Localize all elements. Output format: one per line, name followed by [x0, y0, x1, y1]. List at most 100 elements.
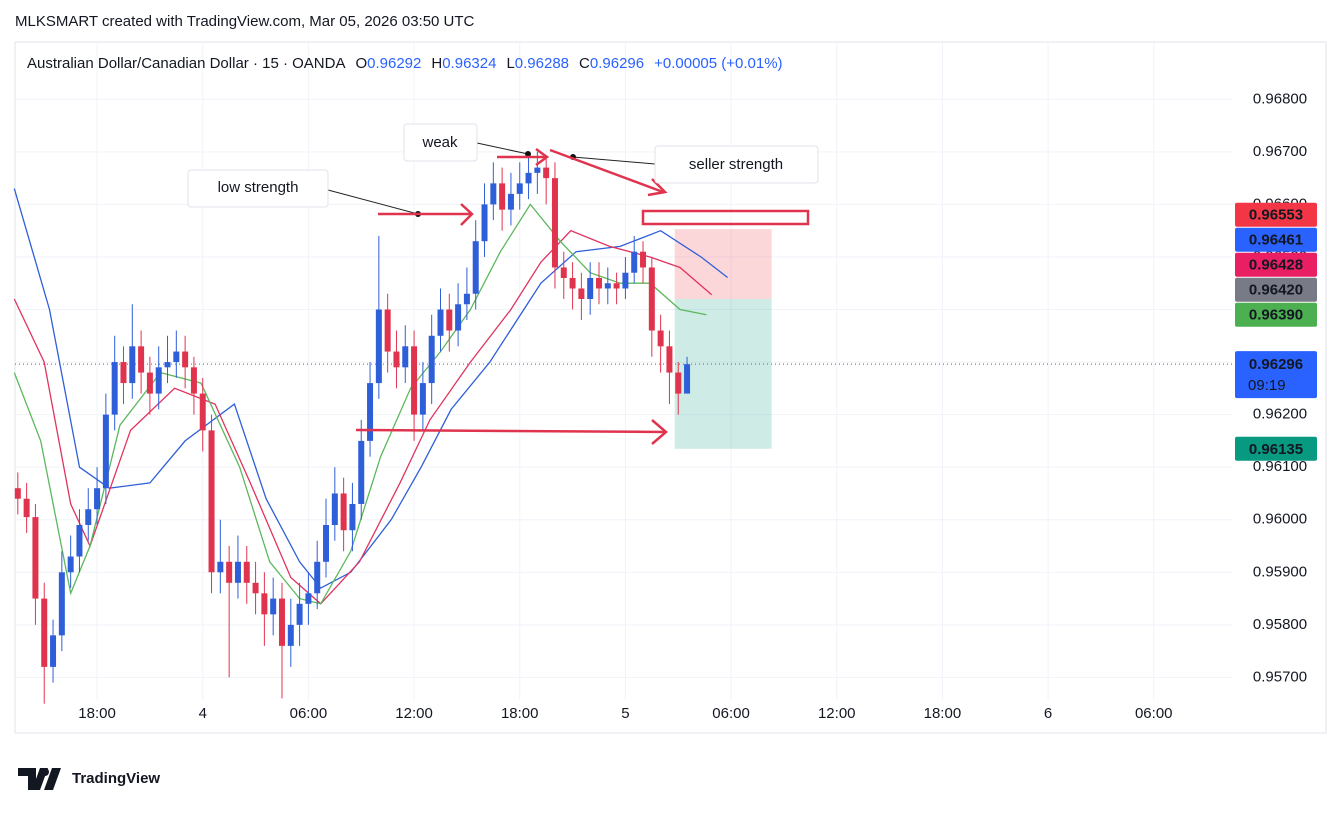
candle-body [111, 362, 118, 415]
candle-body [287, 624, 294, 646]
candle-body [551, 178, 558, 268]
candle-body [164, 362, 171, 368]
countdown: 09:19 [1248, 377, 1286, 394]
stop-zone [674, 229, 772, 299]
candle-body [402, 346, 409, 368]
candle-body [367, 383, 374, 441]
candle-body [393, 351, 400, 368]
candle-body [455, 304, 462, 331]
candle-body [463, 293, 470, 305]
last-price-label: 0.96296 [1249, 356, 1303, 373]
ma-line [13, 188, 728, 589]
candle-body [516, 183, 523, 194]
ohlc-value: 0.96292 [367, 55, 421, 72]
candle-body [67, 556, 74, 573]
candle-body [525, 172, 532, 184]
price-label: 0.96390 [1249, 307, 1303, 324]
x-tick-label: 18:00 [924, 705, 962, 722]
x-tick-label: 4 [199, 705, 207, 722]
x-tick-label: 12:00 [818, 705, 856, 722]
x-tick-label: 06:00 [1135, 705, 1173, 722]
candle-body [490, 183, 497, 205]
candle-body [437, 309, 444, 336]
price-label: 0.96428 [1249, 257, 1303, 274]
ohlc-label: C [579, 55, 590, 72]
candle-body [419, 383, 426, 415]
candle-body [560, 267, 567, 278]
candle-body [120, 362, 127, 384]
candle-body [604, 283, 611, 289]
candle-body [428, 335, 435, 384]
candle-body [675, 372, 682, 394]
candle-body [173, 351, 180, 363]
x-tick-label: 6 [1044, 705, 1052, 722]
candle-body [323, 524, 330, 562]
candle-body [129, 346, 136, 384]
candle-body [446, 309, 453, 331]
ohlc-label: L [506, 55, 514, 72]
candle-body [278, 598, 285, 646]
candle-body [666, 346, 673, 373]
candle-body [569, 277, 576, 289]
price-label: 0.96553 [1249, 207, 1303, 224]
ohlc-value: 0.96324 [442, 55, 496, 72]
candle-body [613, 283, 620, 289]
candle-body [58, 572, 65, 636]
candle-body [578, 288, 585, 299]
candle-body [23, 498, 30, 518]
candle-body [199, 393, 206, 431]
candle-body [138, 346, 145, 373]
axes: 0.968000.967000.966000.965000.964000.963… [78, 90, 1317, 722]
candle-body [534, 167, 541, 173]
x-tick-label: 06:00 [712, 705, 750, 722]
candle-body [85, 509, 92, 525]
candle-body [507, 193, 514, 210]
candle-body [411, 346, 418, 415]
ohlc-label: O [355, 55, 367, 72]
candle-body [340, 493, 347, 531]
candle-body [182, 351, 189, 368]
price-label-box [1235, 252, 1317, 277]
candle-body [76, 524, 83, 557]
candle-body [243, 561, 250, 583]
candle-body [358, 440, 365, 504]
y-tick-label: 0.95800 [1253, 616, 1307, 633]
y-tick-label: 0.96100 [1253, 458, 1307, 475]
candle-body [314, 561, 321, 594]
candle-body [208, 430, 215, 573]
price-label: 0.96135 [1249, 441, 1303, 458]
candle-body [102, 414, 109, 489]
price-label-box [1235, 302, 1317, 327]
candle-body [94, 488, 101, 510]
last-price-box [1235, 351, 1317, 399]
ma-line [13, 203, 707, 605]
candle-body [384, 309, 391, 352]
annotations: low strength weak seller strength [187, 123, 819, 445]
x-tick-label: 12:00 [395, 705, 433, 722]
x-tick-label: 18:00 [78, 705, 116, 722]
ohlc-value: 0.96296 [590, 55, 644, 72]
candle-body [657, 330, 664, 347]
x-tick-label: 18:00 [501, 705, 539, 722]
y-tick-label: 0.95900 [1253, 563, 1307, 580]
candle-body [217, 561, 224, 573]
ma-line [13, 229, 713, 605]
price-label-box [1235, 277, 1317, 302]
candle-body [14, 488, 21, 499]
candle-body [146, 372, 153, 394]
candle-body [648, 267, 655, 331]
y-tick-label: 0.96200 [1253, 406, 1307, 423]
candle-body [252, 582, 259, 594]
grid [15, 42, 1233, 700]
annotation-text: weak [421, 134, 458, 151]
y-tick-label: 0.95700 [1253, 668, 1307, 685]
y-tick-label: 0.96800 [1253, 90, 1307, 107]
candle-body [595, 277, 602, 289]
candle-body [270, 598, 277, 615]
logo: TradingView [18, 768, 160, 790]
ohlc-value: 0.96288 [515, 55, 569, 72]
symbol-legend: Australian Dollar/Canadian Dollar · 15 ·… [27, 55, 783, 72]
candle-body [631, 251, 638, 273]
candle-body [234, 561, 241, 583]
